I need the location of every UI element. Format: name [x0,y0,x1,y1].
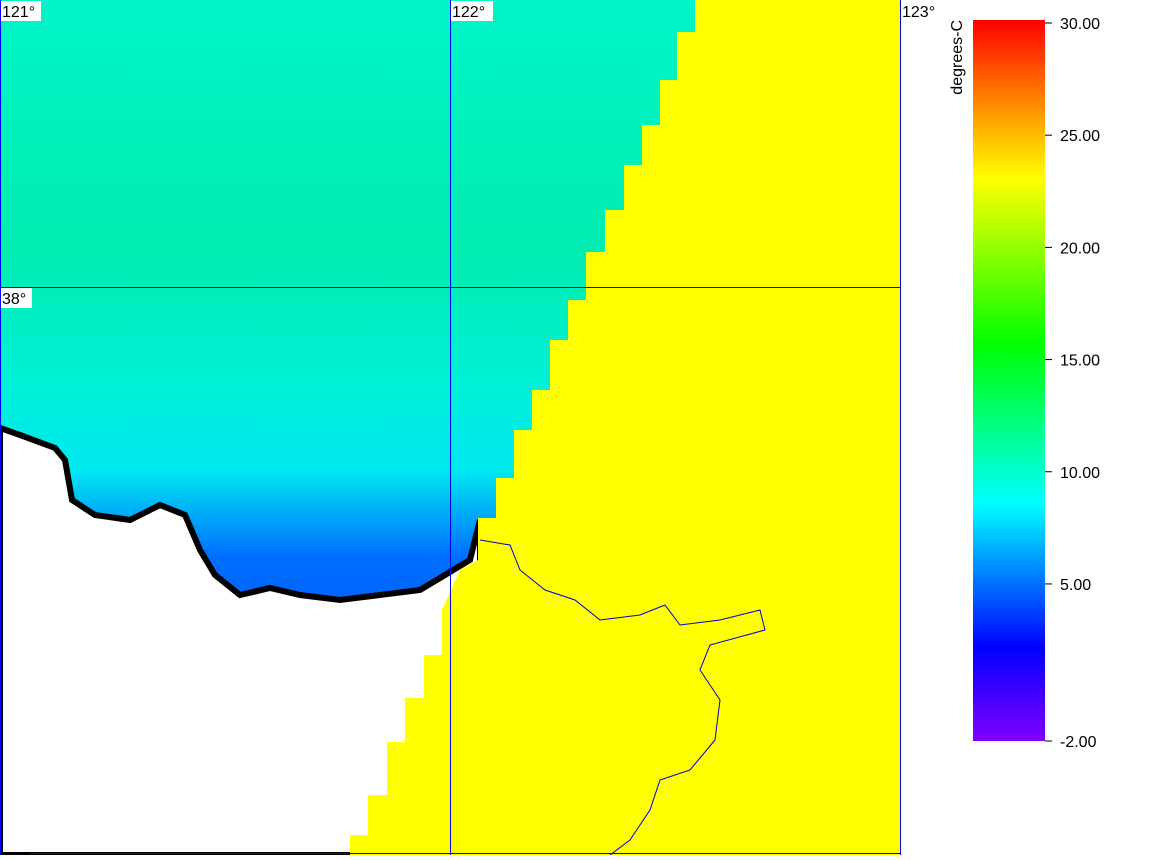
label-bg [1,288,32,308]
label-bg [1,1,41,21]
colorbar [973,20,1045,741]
colorbar-tick-label: -2.00 [1060,734,1097,751]
colorbar-tick-label: 30.00 [1060,16,1100,33]
colorbar-tick-label: 20.00 [1060,240,1100,257]
land-mask [0,424,483,858]
label-bg [451,1,493,21]
lon-label: 122° [452,4,485,21]
coastline [479,539,766,856]
lon-label: 121° [2,4,35,21]
lon-label: 123° [902,4,935,21]
colorbar-tick-label: 15.00 [1060,353,1100,370]
colorbar-tick-label: 25.00 [1060,128,1100,145]
graticule [0,0,901,855]
lat-label: 38° [2,291,26,308]
colorbar-tick-label: 5.00 [1060,577,1091,594]
colorbar-tick-label: 10.00 [1060,465,1100,482]
colorbar-label: degrees-C [949,20,966,95]
land [350,0,900,855]
